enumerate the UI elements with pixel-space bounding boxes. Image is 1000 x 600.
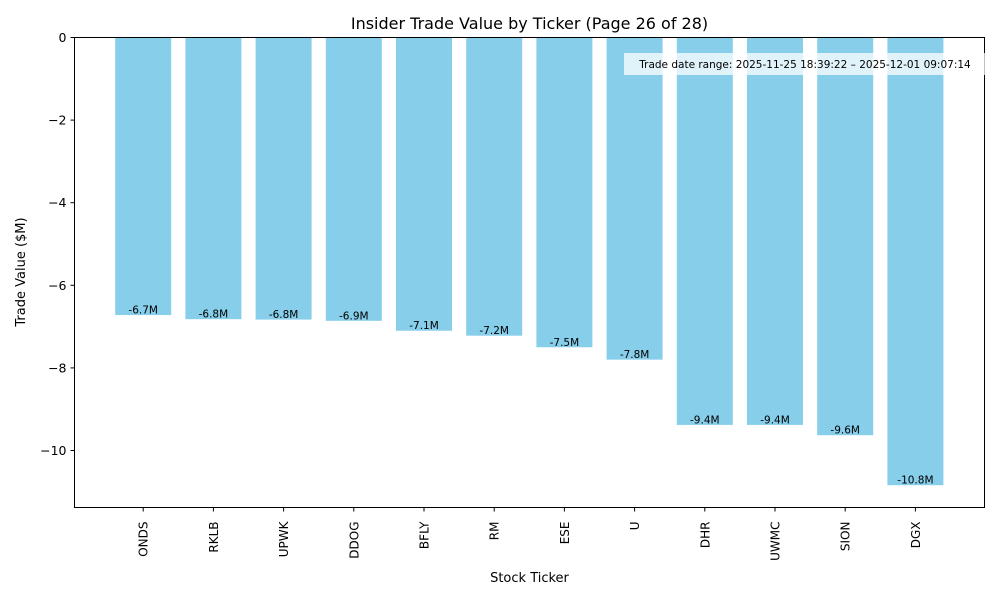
- annotation-box: [624, 53, 985, 75]
- y-tick-label: −6: [48, 278, 66, 293]
- bar-value-label: -10.8M: [897, 475, 933, 487]
- bar-value-label: -9.6M: [830, 425, 860, 437]
- bar-ese: [536, 37, 593, 348]
- bar-dhr: [676, 37, 733, 425]
- bar-value-label: -7.8M: [620, 349, 650, 361]
- x-axis-label: Stock Ticker: [490, 571, 569, 586]
- bar-value-label: -6.8M: [199, 309, 229, 321]
- bar-upwk: [255, 37, 312, 320]
- x-tick-label: DGX: [909, 522, 923, 549]
- bar-u: [606, 37, 663, 360]
- chart-title: Insider Trade Value by Ticker (Page 26 o…: [351, 14, 708, 33]
- bar-labels-group: -6.7M -6.8M -6.8M -6.9M -7.1M -7.2M -7.5M -7.8M…: [128, 305, 933, 487]
- bar-value-label: -6.7M: [128, 305, 158, 317]
- y-tick-label: −10: [40, 443, 66, 458]
- x-tick-label: RM: [488, 522, 502, 541]
- y-tick-label: −4: [48, 195, 66, 210]
- y-tick-label: −8: [48, 360, 66, 375]
- bar-uwmc: [747, 37, 803, 425]
- bar-onds: [115, 37, 172, 316]
- x-tick-label: UPWK: [277, 520, 291, 557]
- y-tick-label: −2: [48, 113, 66, 128]
- annotation-text: Trade date range: 2025-11-25 18:39:22 – …: [638, 59, 971, 71]
- y-tick-label: 0: [59, 30, 67, 45]
- bar-value-label: -6.8M: [269, 309, 299, 321]
- bar-rklb: [185, 37, 242, 320]
- bar-value-label: -6.9M: [339, 310, 369, 322]
- x-tick-label: U: [628, 522, 642, 531]
- x-tick-label: RKLB: [207, 522, 221, 553]
- y-axis-label: Trade Value ($M): [14, 217, 29, 327]
- bar-rm: [466, 37, 523, 336]
- bar-bfly: [396, 37, 452, 331]
- bar-value-label: -9.4M: [760, 414, 790, 426]
- bar-ddog: [325, 37, 382, 321]
- bar-dgx: [887, 37, 944, 486]
- bar-value-label: -9.4M: [690, 414, 720, 426]
- plot-frame: [74, 37, 985, 508]
- x-tick-label: BFLY: [418, 521, 432, 549]
- date-range-annotation: Trade date range: 2025-11-25 18:39:22 – …: [624, 53, 985, 75]
- bar-value-label: -7.2M: [479, 325, 509, 337]
- x-tick-label: ONDS: [137, 522, 151, 557]
- bar-sion: [817, 37, 874, 436]
- bar-value-label: -7.1M: [409, 320, 439, 332]
- x-tick-label: ESE: [558, 522, 572, 545]
- x-tick-label: DHR: [698, 522, 712, 549]
- bar-value-label: -7.5M: [550, 337, 580, 349]
- y-axis: 0 −2 −4 −6 −8 −10: [40, 30, 75, 458]
- x-tick-label: DDOG: [347, 522, 361, 559]
- x-tick-label: SION: [839, 522, 853, 552]
- x-tick-label: UWMC: [769, 522, 783, 561]
- x-axis: ONDS RKLB UPWK DDOG BFLY RM ESE U DHR UWMC SION DGX: [137, 507, 923, 561]
- bars-group: [115, 37, 944, 486]
